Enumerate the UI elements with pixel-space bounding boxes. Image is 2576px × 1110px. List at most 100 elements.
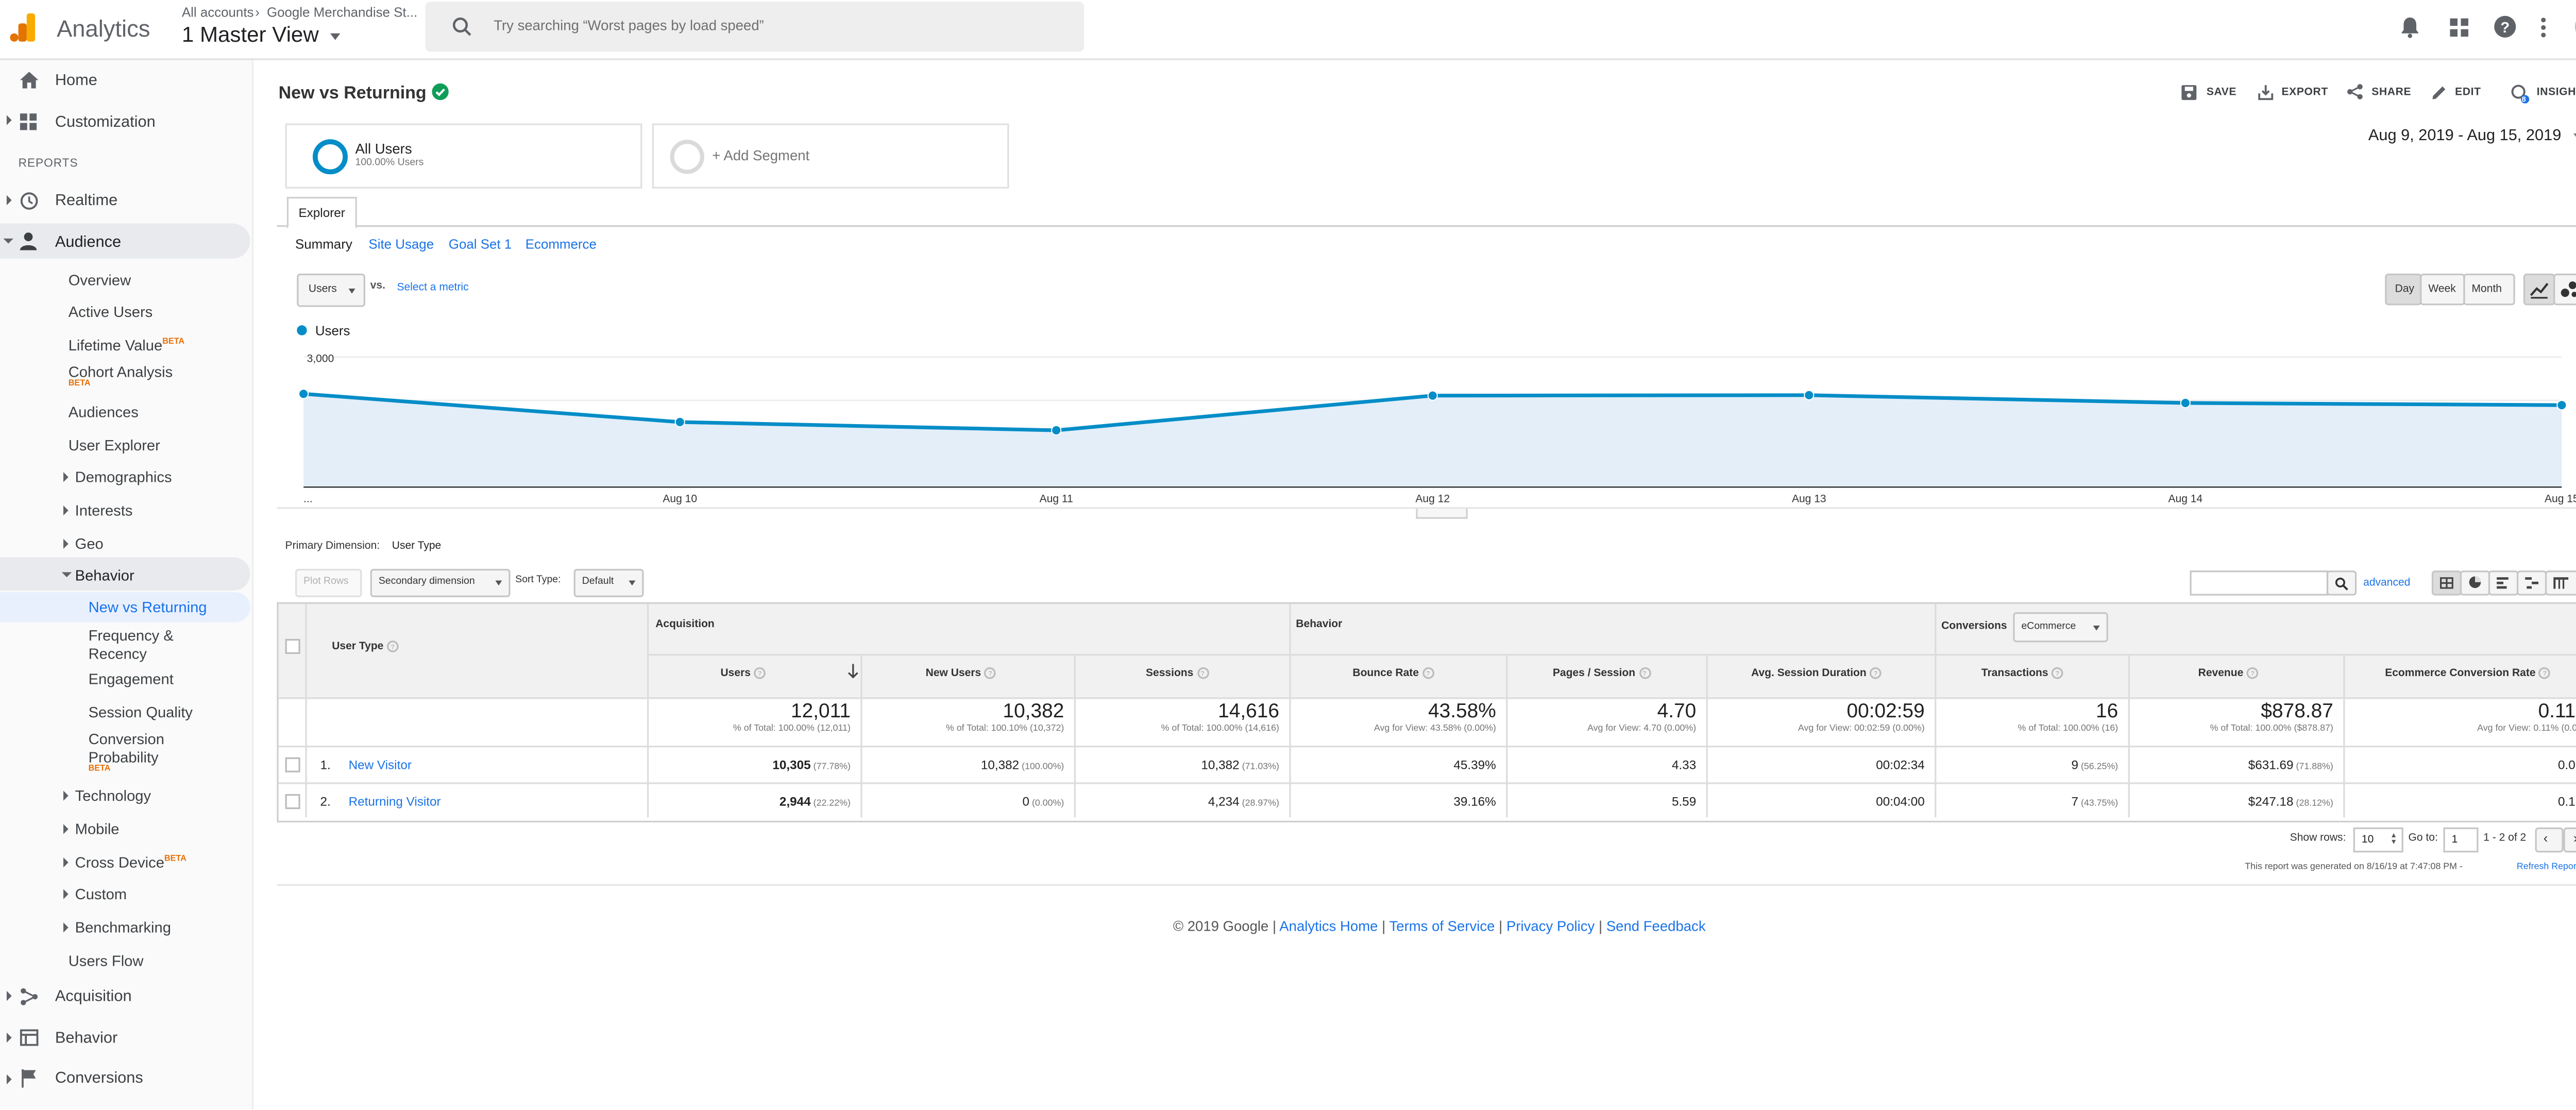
view-comparison[interactable] [2516,570,2547,596]
export-button[interactable]: EXPORT [2281,87,2328,98]
footer-link-analytics-home[interactable]: Analytics Home [1279,917,1378,934]
collapse-icon[interactable] [61,572,72,578]
sidebar-item-realtime[interactable]: Realtime [55,192,118,210]
column-header-avg-session-duration[interactable]: Avg. Session Duration? [1751,667,1882,679]
goto-input[interactable]: 1 [2443,827,2479,853]
row-checkbox[interactable] [285,794,300,810]
insights-button[interactable]: INSIGHTS [2536,87,2576,98]
sort-type-select[interactable]: Default [573,568,644,597]
sidebar-item-conversion-probability-line2[interactable]: Probability [88,749,159,766]
breadcrumb-property[interactable]: Google Merchandise St... [266,5,418,20]
view-term-cloud[interactable] [2545,570,2576,596]
sidebar-item-geo[interactable]: Geo [75,535,104,552]
help-tooltip-icon[interactable]: ? [2539,667,2551,679]
sidebar-item-conversions[interactable]: Conversions [55,1069,143,1088]
sidebar-item-audience[interactable]: Audience [55,233,122,252]
select-all-checkbox[interactable] [285,638,300,654]
footer-link-terms[interactable]: Terms of Service [1389,917,1495,934]
view-data-table[interactable] [2431,570,2462,596]
column-header-new-users[interactable]: New Users? [926,667,996,679]
search-input[interactable]: Try searching “Worst pages by load speed… [494,16,764,33]
sidebar-item-benchmarking[interactable]: Benchmarking [75,919,171,936]
segment-all-users[interactable]: All Users 100.00% Users [285,123,642,189]
help-tooltip-icon[interactable]: ? [1870,667,1882,679]
sidebar-item-acquisition[interactable]: Acquisition [55,987,132,1006]
user-type-header[interactable]: User Type? [332,641,399,652]
expand-icon[interactable] [63,505,69,516]
expand-icon[interactable] [6,195,12,206]
date-range-dropdown-icon[interactable] [2573,133,2576,140]
expand-icon[interactable] [6,1074,12,1085]
footer-link-send-feedback[interactable]: Send Feedback [1606,917,1706,934]
help-tooltip-icon[interactable]: ? [984,667,996,679]
more-vert-icon[interactable] [2540,16,2547,38]
collapse-icon[interactable] [3,238,13,244]
share-button[interactable]: SHARE [2371,87,2412,98]
expand-icon[interactable] [6,990,12,1001]
granularity-month[interactable]: Month [2463,273,2515,306]
sidebar-item-overview[interactable]: Overview [68,272,131,289]
expand-icon[interactable] [63,472,69,482]
export-icon[interactable] [2258,85,2274,100]
row-user-type-link[interactable]: New Visitor [348,757,412,772]
advanced-filter-link[interactable]: advanced [2363,577,2411,589]
expand-icon[interactable] [6,1032,12,1043]
sidebar-item-active-users[interactable]: Active Users [68,304,153,321]
sidebar-item-behavior-sub[interactable]: Behavior [75,567,134,584]
column-header-sessions[interactable]: Sessions? [1146,667,1209,679]
expand-icon[interactable] [63,539,69,549]
select-metric-link[interactable]: Select a metric [397,282,469,294]
sidebar-item-frequency-recency-line2[interactable]: Recency [88,645,147,663]
help-tooltip-icon[interactable]: ? [386,641,399,652]
table-search-button[interactable] [2326,570,2357,596]
help-tooltip-icon[interactable]: ? [1196,667,1209,679]
sidebar-item-customization[interactable]: Customization [55,113,156,132]
sidebar-item-interests[interactable]: Interests [75,502,133,519]
expand-icon[interactable] [63,922,69,933]
expand-icon[interactable] [63,857,69,868]
sidebar-item-custom[interactable]: Custom [75,885,127,903]
chart-resize-handle[interactable] [1416,507,1468,519]
edit-pencil-icon[interactable] [2432,85,2447,100]
column-header-bounce-rate[interactable]: Bounce Rate? [1352,667,1434,679]
subtab-summary[interactable]: Summary [295,237,352,252]
granularity-week[interactable]: Week [2420,273,2465,306]
column-header-revenue[interactable]: Revenue? [2198,667,2259,679]
sidebar-item-behavior[interactable]: Behavior [55,1029,118,1048]
plot-rows-button[interactable]: Plot Rows [295,568,362,597]
notifications-icon[interactable] [2400,16,2420,38]
date-range-picker[interactable]: Aug 9, 2019 - Aug 15, 2019 [2368,127,2562,145]
help-tooltip-icon[interactable]: ? [2052,667,2063,679]
expand-icon[interactable] [63,889,69,899]
analytics-logo-icon[interactable] [10,13,37,42]
expand-icon[interactable] [63,824,69,834]
column-header-users[interactable]: Users? [720,667,766,679]
subtab-ecommerce[interactable]: Ecommerce [525,237,597,252]
tab-explorer[interactable]: Explorer [286,196,357,229]
metric-select[interactable]: Users [297,273,365,307]
search-box[interactable]: Try searching “Worst pages by load speed… [425,2,1084,52]
granularity-day[interactable]: Day [2385,273,2422,306]
save-button[interactable]: SAVE [2206,87,2237,98]
subtab-site-usage[interactable]: Site Usage [368,237,434,252]
sidebar-item-technology[interactable]: Technology [75,787,151,804]
primary-dimension-value[interactable]: User Type [392,540,442,552]
refresh-report-link[interactable]: Refresh Report [2516,862,2576,873]
sidebar-item-conversion-probability[interactable]: Conversion [88,730,164,748]
sidebar-item-mobile[interactable]: Mobile [75,820,120,838]
footer-link-privacy[interactable]: Privacy Policy [1506,917,1595,934]
help-tooltip-icon[interactable]: ? [754,667,766,679]
help-icon[interactable]: ? [2494,15,2517,38]
row-checkbox[interactable] [285,757,300,772]
sidebar-item-engagement[interactable]: Engagement [88,670,174,687]
sidebar-item-users-flow[interactable]: Users Flow [68,952,144,969]
conversions-type-select[interactable]: eCommerce [2013,612,2108,643]
add-segment-box[interactable]: + Add Segment [652,123,1009,189]
expand-icon[interactable] [6,115,12,125]
share-icon[interactable] [2347,83,2363,100]
view-pie[interactable] [2460,570,2490,596]
sidebar-item-demographics[interactable]: Demographics [75,468,172,486]
sidebar-item-cohort-analysis[interactable]: Cohort Analysis [68,363,173,381]
sidebar-item-session-quality[interactable]: Session Quality [88,704,193,721]
expand-icon[interactable] [63,791,69,801]
